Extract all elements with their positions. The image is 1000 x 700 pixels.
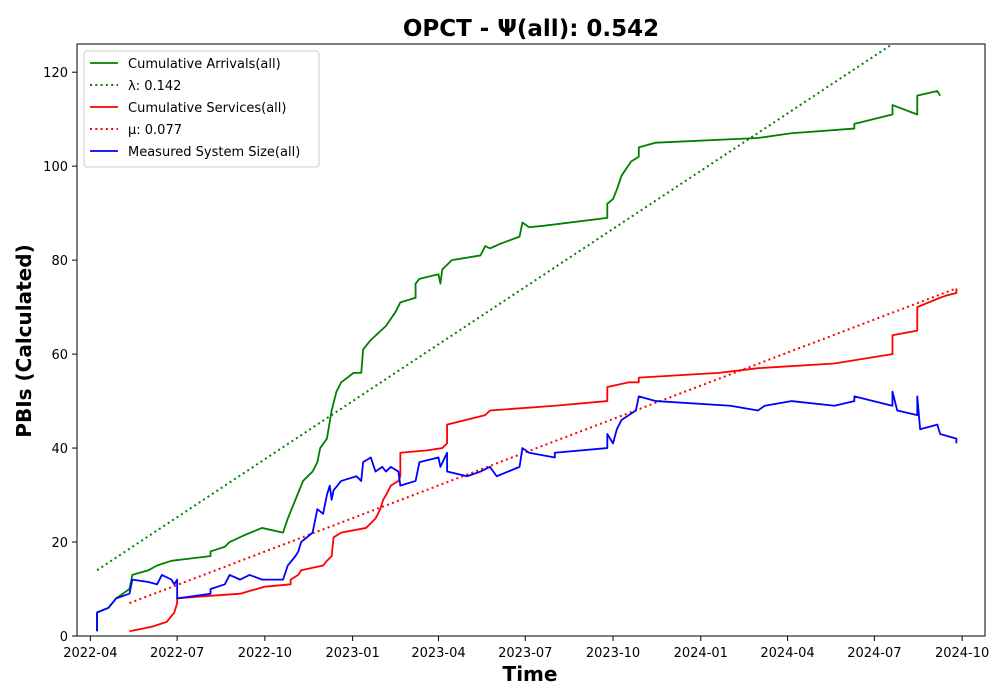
chart-title: OPCT - Ψ(all): 0.542 [403, 16, 659, 42]
legend-label: λ: 0.142 [128, 79, 181, 94]
x-tick-label: 2024-07 [847, 646, 901, 661]
x-tick-label: 2022-04 [63, 646, 117, 661]
x-tick-label: 2022-10 [238, 646, 292, 661]
y-axis: 0 20 40 60 80 100 120 [43, 66, 77, 645]
series-line-2 [129, 288, 958, 633]
x-tick-label: 2024-01 [674, 646, 728, 661]
x-axis-title: Time [503, 662, 558, 686]
x-tick-label: 2023-04 [411, 646, 465, 661]
legend: Cumulative Arrivals(all) λ: 0.142 Cumulati… [83, 50, 320, 168]
legend-label: μ: 0.077 [128, 123, 182, 138]
y-tick-label: 40 [51, 442, 68, 457]
x-tick-label: 2022-07 [150, 646, 204, 661]
x-tick-label: 2023-07 [498, 646, 552, 661]
x-tick-label: 2023-10 [586, 646, 640, 661]
x-tick-label: 2023-01 [325, 646, 379, 661]
y-tick-label: 60 [51, 348, 68, 363]
legend-box [83, 50, 320, 168]
series-line-0 [96, 90, 941, 632]
legend-label: Cumulative Arrivals(all) [128, 57, 281, 72]
y-tick-label: 100 [43, 160, 68, 175]
y-tick-label: 80 [51, 254, 68, 269]
y-axis-title: PBIs (Calculated) [12, 244, 36, 437]
y-tick-label: 0 [60, 630, 68, 645]
x-tick-label: 2024-10 [935, 646, 989, 661]
series-line-4 [96, 390, 958, 632]
legend-label: Cumulative Services(all) [128, 101, 286, 116]
x-axis: 2022-04 2022-07 2022-10 2023-01 2023-04 2023-… [63, 636, 989, 661]
plot-frame [76, 43, 986, 637]
series-layer [96, 44, 958, 633]
series-line-3 [129, 287, 957, 605]
y-tick-label: 120 [43, 66, 68, 81]
legend-label: Measured System Size(all) [128, 145, 300, 160]
x-tick-label: 2024-04 [760, 646, 814, 661]
y-tick-label: 20 [51, 536, 68, 551]
